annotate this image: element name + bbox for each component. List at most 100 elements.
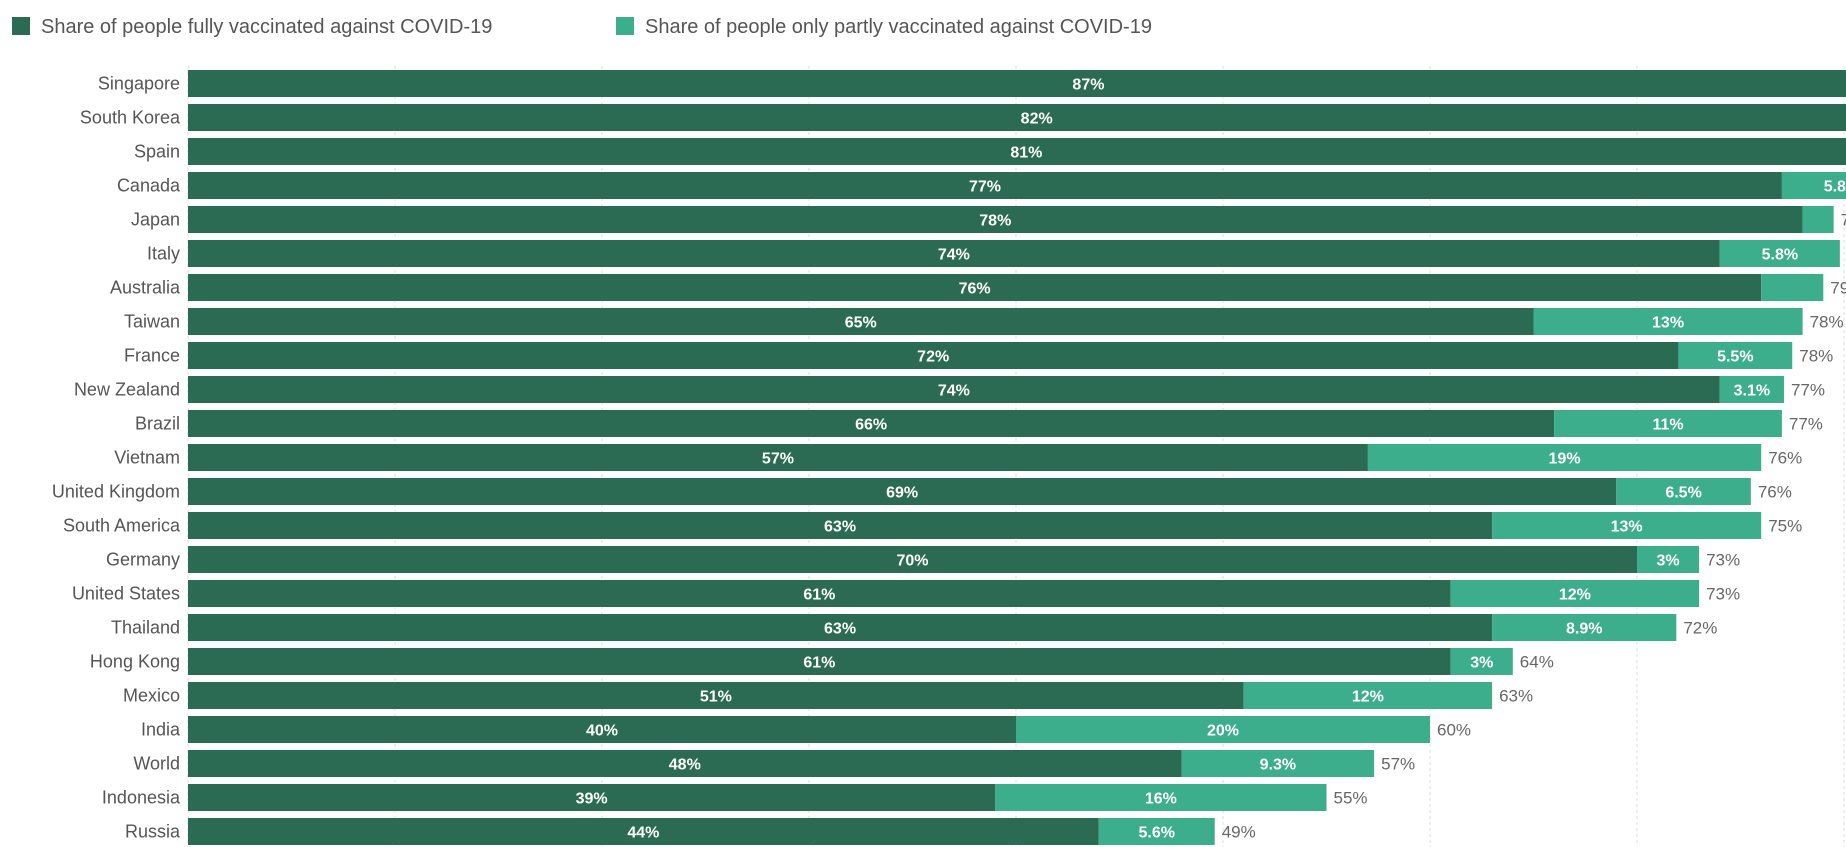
bar-label-partly-france: 5.5% (1717, 349, 1753, 366)
bars (188, 70, 1846, 845)
bar-partly-south-america (1492, 512, 1762, 539)
bar-label-partly-south-america: 13% (1611, 519, 1643, 536)
bar-partly-indonesia (995, 784, 1327, 811)
total-label-hong-kong: 64% (1520, 653, 1554, 672)
bar-fully-japan (188, 206, 1803, 233)
country-label-vietnam: Vietnam (114, 448, 180, 468)
total-label-australia: 79% (1830, 279, 1846, 298)
bar-label-fully-italy: 74% (938, 247, 970, 264)
bar-label-partly-brazil: 11% (1652, 417, 1683, 434)
bar-label-partly-italy: 5.8% (1762, 247, 1798, 264)
bar-partly-vietnam (1367, 444, 1762, 471)
bar-partly-india (1016, 716, 1430, 743)
bar-label-fully-south-korea: 82% (1021, 111, 1053, 128)
bar-label-partly-taiwan: 13% (1652, 315, 1684, 332)
bar-label-fully-germany: 70% (896, 553, 928, 570)
total-label-germany: 73% (1706, 551, 1740, 570)
country-label-south-korea: South Korea (80, 108, 181, 128)
bar-partly-canada (1781, 172, 1846, 199)
bar-label-fully-vietnam: 57% (762, 451, 794, 468)
country-label-united-kingdom: United Kingdom (52, 482, 180, 502)
bar-fully-australia (188, 274, 1762, 301)
bar-fully-new-zealand (188, 376, 1720, 403)
country-label-world: World (133, 754, 180, 774)
bar-fully-mexico (188, 682, 1244, 709)
bar-label-fully-mexico: 51% (700, 689, 732, 706)
bar-fully-south-america (188, 512, 1493, 539)
bar-fully-russia (188, 818, 1099, 845)
bar-fully-singapore (188, 70, 1846, 97)
bar-label-fully-united-states: 61% (803, 587, 835, 604)
country-label-hong-kong: Hong Kong (90, 652, 180, 672)
country-label-japan: Japan (131, 210, 180, 230)
bar-fully-italy (188, 240, 1720, 267)
total-label-thailand: 72% (1683, 619, 1717, 638)
bar-fully-spain (188, 138, 1846, 165)
bar-label-fully-thailand: 63% (824, 621, 856, 638)
country-label-new-zealand: New Zealand (74, 380, 180, 400)
bar-label-partly-indonesia: 16% (1145, 791, 1177, 808)
bar-label-fully-australia: 76% (959, 281, 991, 298)
total-label-indonesia: 55% (1334, 789, 1368, 808)
bar-partly-brazil (1554, 410, 1782, 437)
bar-fully-thailand (188, 614, 1493, 641)
bar-partly-hong-kong (1450, 648, 1513, 675)
bar-fully-india (188, 716, 1016, 743)
country-label-indonesia: Indonesia (102, 788, 181, 808)
total-label-new-zealand: 77% (1791, 381, 1825, 400)
country-label-australia: Australia (110, 278, 181, 298)
bar-fully-united-states (188, 580, 1451, 607)
bar-fully-south-korea (188, 104, 1846, 131)
country-label-russia: Russia (125, 822, 181, 842)
country-label-south-america: South America (63, 516, 181, 536)
bar-label-fully-brazil: 66% (855, 417, 887, 434)
total-label-taiwan: 78% (1810, 313, 1844, 332)
bar-label-fully-indonesia: 39% (576, 791, 608, 808)
country-label-singapore: Singapore (98, 74, 180, 94)
total-label-france: 78% (1799, 347, 1833, 366)
bar-label-fully-france: 72% (917, 349, 949, 366)
country-label-italy: Italy (147, 244, 180, 264)
country-label-united-states: United States (72, 584, 180, 604)
bar-label-fully-canada: 77% (969, 179, 1001, 196)
legend-label-partly: Share of people only partly vaccinated a… (645, 16, 1152, 38)
bar-label-partly-hong-kong: 3% (1470, 655, 1493, 672)
bar-fully-canada (188, 172, 1782, 199)
bar-partly-world (1181, 750, 1375, 777)
country-label-taiwan: Taiwan (124, 312, 180, 332)
legend-label-fully: Share of people fully vaccinated against… (41, 16, 492, 38)
bar-fully-united-kingdom (188, 478, 1617, 505)
bar-label-partly-new-zealand: 3.1% (1734, 383, 1770, 400)
country-label-canada: Canada (117, 176, 181, 196)
total-label-russia: 49% (1222, 823, 1256, 842)
bar-label-fully-hong-kong: 61% (803, 655, 835, 672)
bar-label-partly-russia: 5.6% (1139, 825, 1175, 842)
bar-label-fully-south-america: 63% (824, 519, 856, 536)
total-label-japan: 79% (1841, 211, 1846, 230)
total-label-world: 57% (1381, 755, 1415, 774)
bar-label-fully-taiwan: 65% (845, 315, 877, 332)
country-label-spain: Spain (134, 142, 180, 162)
bar-partly-new-zealand (1719, 376, 1784, 403)
bar-label-partly-germany: 3% (1656, 553, 1679, 570)
legend-swatch-fully (12, 17, 30, 35)
bar-label-partly-thailand: 8.9% (1566, 621, 1602, 638)
bar-label-partly-canada: 5.8% (1824, 179, 1846, 196)
bar-label-fully-india: 40% (586, 723, 618, 740)
bar-label-partly-mexico: 12% (1352, 689, 1384, 706)
bar-partly-taiwan (1533, 308, 1803, 335)
bar-partly-mexico (1243, 682, 1493, 709)
country-label-brazil: Brazil (135, 414, 180, 434)
bar-fully-indonesia (188, 784, 996, 811)
bar-label-fully-new-zealand: 74% (938, 383, 970, 400)
bar-fully-vietnam (188, 444, 1368, 471)
total-label-south-america: 75% (1768, 517, 1802, 536)
country-label-thailand: Thailand (111, 618, 180, 638)
bar-partly-japan (1802, 206, 1834, 233)
country-label-france: France (124, 346, 180, 366)
bar-fully-brazil (188, 410, 1555, 437)
bar-fully-taiwan (188, 308, 1534, 335)
country-label-india: India (141, 720, 181, 740)
